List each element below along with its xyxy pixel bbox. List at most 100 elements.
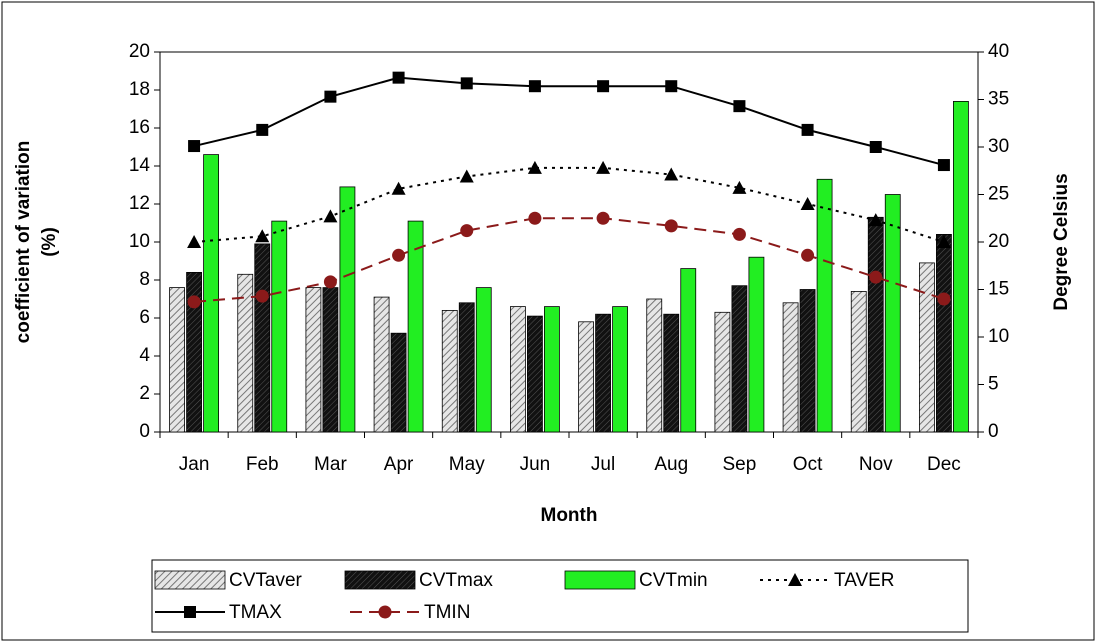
marker <box>596 160 611 174</box>
bar <box>475 287 492 433</box>
legend-label: CVTmin <box>639 570 708 591</box>
bar <box>953 101 969 433</box>
marker <box>188 140 201 153</box>
legend-label: TMIN <box>424 602 470 623</box>
marker <box>323 275 337 289</box>
legend-marker <box>378 605 392 619</box>
legend-swatch <box>344 570 416 590</box>
marker <box>391 181 406 195</box>
marker <box>255 289 269 303</box>
bar <box>782 302 799 433</box>
x-tick-label: Jun <box>520 454 551 475</box>
marker <box>801 123 814 136</box>
line <box>193 166 945 243</box>
bar <box>884 194 901 433</box>
y-tick-label: 10 <box>129 231 150 252</box>
legend-marker <box>184 606 196 618</box>
y-tick-label: 0 <box>139 421 150 442</box>
marker <box>733 100 746 113</box>
bar <box>254 243 271 433</box>
marker <box>596 211 610 225</box>
legend-swatch <box>154 570 226 590</box>
bar <box>441 309 458 433</box>
x-tick-label: Nov <box>859 454 893 475</box>
y-tick-label: 4 <box>139 345 150 366</box>
x-tick-label: May <box>449 454 485 475</box>
marker <box>936 235 951 248</box>
marker <box>732 227 746 241</box>
y-tick-label: 16 <box>129 117 150 138</box>
y-tick-label: 12 <box>129 193 150 214</box>
bar <box>919 262 935 433</box>
bar <box>186 271 202 433</box>
legend <box>151 559 969 633</box>
bar <box>458 302 475 433</box>
y2-tick-label: 15 <box>988 279 1009 300</box>
marker <box>460 224 474 238</box>
bar <box>305 287 322 433</box>
x-tick-label: Jan <box>179 454 210 475</box>
x-tick-label: Aug <box>654 454 688 475</box>
marker <box>665 80 678 93</box>
y-axis-title: coefficient of variation <box>13 141 34 344</box>
bar <box>850 290 867 433</box>
bar <box>646 298 663 433</box>
bar <box>271 220 288 433</box>
line <box>193 217 945 303</box>
y-tick-label: 18 <box>129 79 150 100</box>
bar <box>407 220 424 433</box>
bar <box>510 306 526 433</box>
bar <box>339 186 356 433</box>
marker <box>597 80 610 93</box>
x-tick-label: Mar <box>314 454 347 475</box>
y-tick-label: 2 <box>139 383 150 404</box>
marker <box>937 159 950 172</box>
y2-tick-label: 35 <box>988 89 1009 110</box>
y2-tick-label: 0 <box>988 421 999 442</box>
y-axis-title: (%) <box>39 227 60 257</box>
marker <box>664 219 678 233</box>
bar <box>169 287 185 433</box>
bar <box>731 285 748 433</box>
bar <box>680 268 697 433</box>
marker <box>392 248 406 262</box>
bar <box>595 313 611 433</box>
bar <box>322 287 339 433</box>
marker <box>528 80 541 93</box>
legend-swatch <box>564 570 636 590</box>
bar <box>390 332 407 433</box>
bar <box>373 296 390 433</box>
bar <box>237 273 254 433</box>
x-tick-label: Apr <box>384 454 414 475</box>
marker <box>187 235 202 248</box>
bar <box>663 313 680 433</box>
marker <box>323 209 338 223</box>
bar <box>799 289 816 433</box>
marker <box>528 211 542 225</box>
marker <box>800 197 815 210</box>
marker <box>801 248 815 262</box>
y-tick-label: 14 <box>129 155 151 176</box>
bar <box>748 256 765 433</box>
bar <box>544 306 560 433</box>
marker <box>187 295 201 309</box>
marker <box>869 270 883 284</box>
marker <box>392 71 405 84</box>
marker <box>256 123 269 136</box>
marker <box>255 229 270 243</box>
legend-label: TMAX <box>229 602 282 623</box>
bar <box>527 315 543 433</box>
x-axis-title: Month <box>541 505 598 526</box>
marker <box>664 167 679 181</box>
marker <box>869 141 882 153</box>
bar <box>203 154 219 433</box>
bar <box>612 306 628 433</box>
bar <box>936 233 952 433</box>
y2-tick-label: 40 <box>988 41 1009 62</box>
bar <box>578 321 594 433</box>
y2-tick-label: 30 <box>988 136 1009 157</box>
y2-axis-title: Degree Celsius <box>1051 173 1072 310</box>
x-tick-label: Dec <box>927 454 961 475</box>
marker <box>527 160 542 174</box>
